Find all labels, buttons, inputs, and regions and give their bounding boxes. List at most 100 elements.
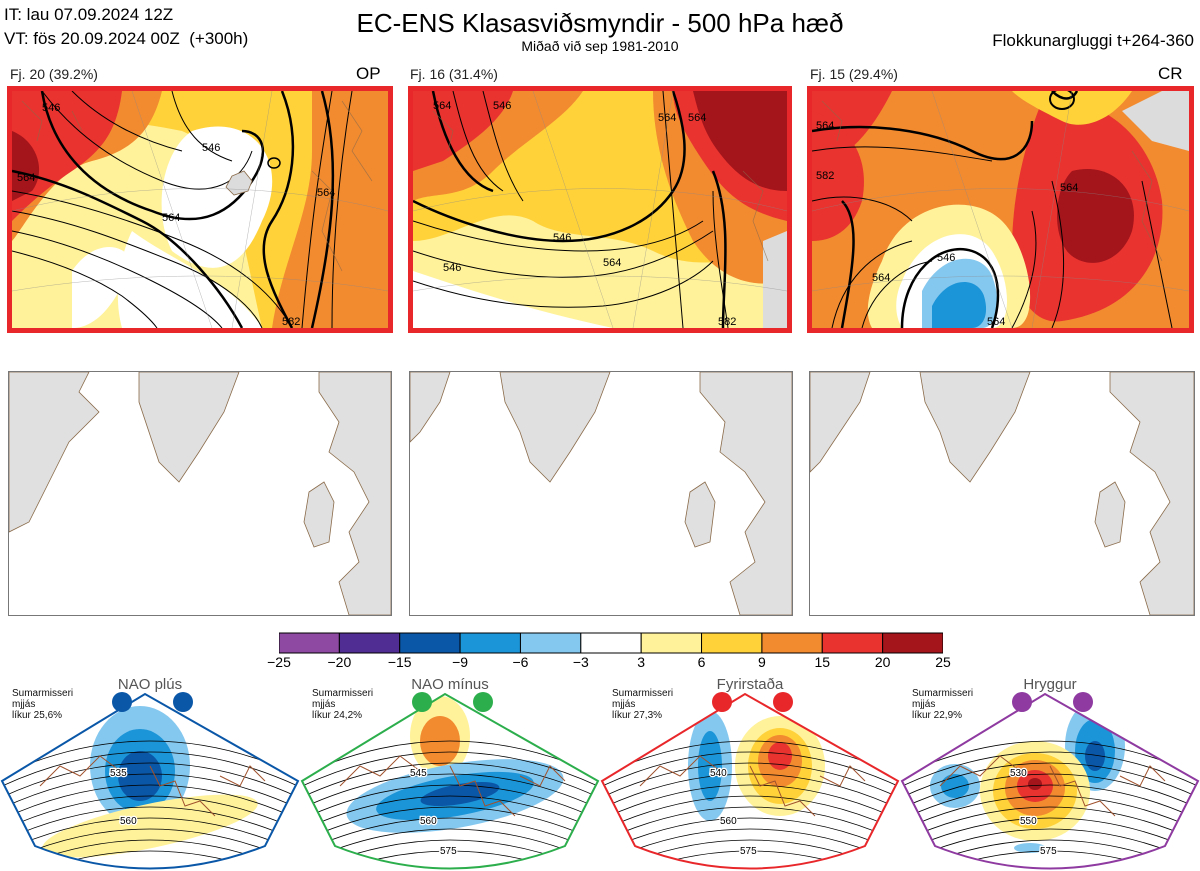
base-map-1 [8, 371, 392, 616]
height-contour [302, 784, 598, 821]
regime-panel: 535 560 NAO plús Sumarmisseri mjjás líkur 25,… [0, 676, 300, 871]
height-contour [902, 817, 1198, 854]
regime-contour-label: 545 [410, 768, 427, 779]
height-contour [302, 773, 598, 810]
base-map-2 [409, 371, 793, 616]
regime-marker [773, 692, 793, 712]
regime-contour-label: 530 [1010, 768, 1027, 779]
colorbar-tick-label: −15 [387, 654, 412, 670]
regime-contour-label: 560 [120, 816, 137, 827]
regime-note: mjjás [612, 699, 636, 710]
contour-label: 582 [718, 316, 736, 328]
height-contour [302, 751, 598, 788]
colorbar-tick-label: 25 [935, 654, 951, 670]
cluster-3-tag: CR [1158, 64, 1183, 83]
colorbar-tick-label: 20 [874, 654, 891, 670]
contour-label: 546 [202, 142, 220, 154]
height-contour [2, 850, 298, 869]
contour-label: 564 [433, 100, 451, 112]
height-contour [902, 806, 1198, 843]
height-contour [2, 817, 298, 854]
regime-contour-label: 540 [710, 768, 727, 779]
cluster-2-label: Fj. 16 (31.4%) [410, 66, 498, 82]
contour-label: 564 [816, 120, 834, 132]
height-contour [2, 773, 298, 810]
coastline [339, 755, 566, 817]
colorbar-tick-label: 15 [814, 654, 831, 670]
regime-map: 535 560 [0, 692, 300, 870]
regime-contour-label: 575 [1040, 846, 1057, 857]
regime-season: Sumarmisseri [312, 688, 374, 699]
colorbar-swatch [761, 632, 823, 654]
valid-time: VT: fös 20.09.2024 00Z (+300h) [4, 29, 249, 48]
height-contour [602, 751, 898, 788]
regime-title: Fyrirstaða [716, 676, 784, 693]
height-contour [902, 773, 1198, 810]
regime-season: Sumarmisseri [912, 688, 974, 699]
regime-contour-label: 550 [1020, 816, 1037, 827]
height-contour [2, 784, 298, 821]
regime-note: mjjás [912, 699, 936, 710]
regime-marker [1012, 692, 1032, 712]
regime-info: Sumarmisseri mjjás líkur 22,9% [912, 688, 973, 721]
regime-contour-label: 560 [720, 816, 737, 827]
regime-info: Sumarmisseri mjjás líkur 27,3% [612, 688, 673, 721]
anomaly-shading [698, 731, 722, 801]
regime-season: Sumarmisseri [12, 688, 74, 699]
page-subtitle: Miðað við sep 1981-2010 [521, 38, 679, 54]
contour-label: 564 [658, 112, 676, 124]
height-contour [2, 795, 298, 832]
contour-label: 564 [317, 187, 335, 199]
height-contour [902, 795, 1198, 832]
colorbar-tick-label: −20 [327, 654, 352, 670]
regime-prob: líkur 22,9% [912, 710, 963, 721]
regime-title: Hryggur [1023, 676, 1077, 693]
contour-label: 564 [1060, 182, 1078, 194]
height-contour [302, 795, 598, 832]
height-contour [602, 795, 898, 832]
regime-prob: líkur 27,3% [612, 710, 663, 721]
contour-label: 564 [987, 316, 1005, 328]
colorbar-tick-label: 6 [697, 654, 706, 670]
anomaly-shading [941, 774, 969, 798]
anomaly-shading [1014, 843, 1046, 853]
height-contour [602, 762, 898, 799]
contour-label: 564 [872, 272, 890, 284]
anomaly-shading [42, 794, 258, 858]
colorbar-swatch [882, 632, 943, 654]
regime-border [900, 692, 1200, 870]
height-contour [602, 850, 898, 869]
colorbar-tick-label: 3 [637, 654, 646, 670]
init-time: IT: lau 07.09.2024 12Z [4, 5, 174, 24]
regime-contour-label: 575 [740, 846, 757, 857]
regime-map: 530 550 575 [900, 692, 1200, 870]
height-contour [902, 784, 1198, 821]
colorbar-tick-label: −9 [452, 654, 469, 670]
contour-label: 546 [493, 100, 511, 112]
height-contour [602, 773, 898, 810]
coastline [639, 755, 866, 817]
colorbar-swatch [338, 632, 401, 654]
base-map-3 [809, 371, 1195, 616]
contour-label: 546 [937, 252, 955, 264]
contour-label: 546 [443, 262, 461, 274]
regime-title: NAO mínus [411, 676, 489, 693]
colorbar-swatch [580, 632, 642, 654]
height-contour [902, 850, 1198, 869]
height-contour [602, 806, 898, 843]
regime-marker [412, 692, 432, 712]
height-contour [2, 751, 298, 788]
cluster-1-map: 546 564 546 564 582 564 [7, 86, 393, 333]
anomaly-shading [1028, 778, 1042, 790]
colorbar-swatch [701, 632, 763, 654]
regime-marker [473, 692, 493, 712]
regime-map: 545 560 575 [300, 692, 600, 870]
cluster-1-tag: OP [356, 64, 381, 83]
contour-label: 564 [603, 257, 621, 269]
regime-marker [712, 692, 732, 712]
colorbar-swatch [459, 632, 521, 654]
coastline [39, 755, 266, 817]
regime-marker [1073, 692, 1093, 712]
regime-panel: 545 560 575 NAO mínus Sumarmisseri mjjás líkur… [300, 676, 600, 871]
height-contour [602, 817, 898, 854]
